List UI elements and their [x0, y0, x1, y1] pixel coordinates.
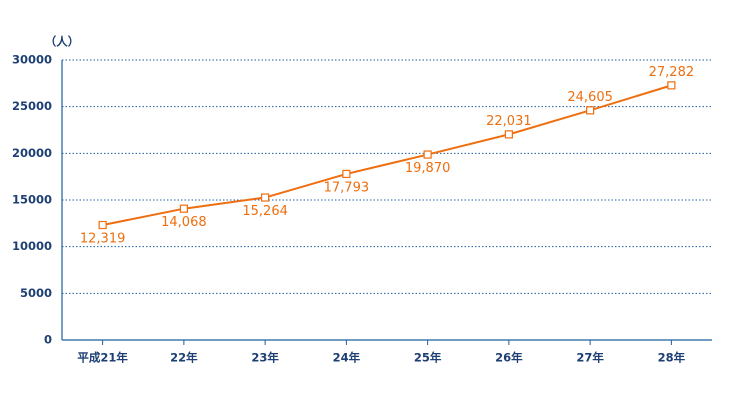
value-label: 15,264 — [242, 204, 288, 219]
x-tick-label: 22年 — [170, 351, 198, 365]
y-tick-label: 25000 — [12, 99, 52, 113]
y-tick-label: 5000 — [20, 286, 52, 300]
x-tick-label: 25年 — [414, 351, 442, 365]
marker — [423, 150, 432, 159]
marker — [586, 106, 595, 115]
x-tick-label: 27年 — [576, 351, 604, 365]
marker — [98, 220, 107, 230]
value-label: 12,319 — [80, 232, 126, 247]
marker — [667, 81, 676, 90]
y-axis-label: （人） — [45, 35, 80, 49]
marker — [342, 169, 351, 179]
y-tick-label: 30000 — [12, 53, 52, 67]
x-tick-label: 26年 — [495, 351, 523, 365]
value-label: 19,870 — [405, 161, 451, 176]
marker — [179, 204, 188, 213]
value-label: 14,068 — [161, 215, 207, 230]
x-tick-label: 28年 — [658, 351, 686, 365]
value-label: 27,282 — [649, 65, 695, 80]
y-tick-label: 0 — [44, 333, 52, 347]
y-tick-label: 15000 — [12, 193, 52, 207]
x-tick-label: 24年 — [333, 351, 361, 365]
y-tick-label: 20000 — [12, 146, 52, 160]
value-label: 22,031 — [486, 114, 532, 129]
line — [102, 84, 672, 227]
y-tick-label: 10000 — [12, 239, 52, 253]
x-tick-label: 23年 — [251, 351, 279, 365]
marker — [261, 193, 270, 202]
value-label: 17,793 — [324, 180, 370, 195]
x-tick-label: 平成21年 — [77, 351, 128, 365]
marker — [504, 130, 513, 139]
value-label: 24,605 — [567, 90, 613, 105]
